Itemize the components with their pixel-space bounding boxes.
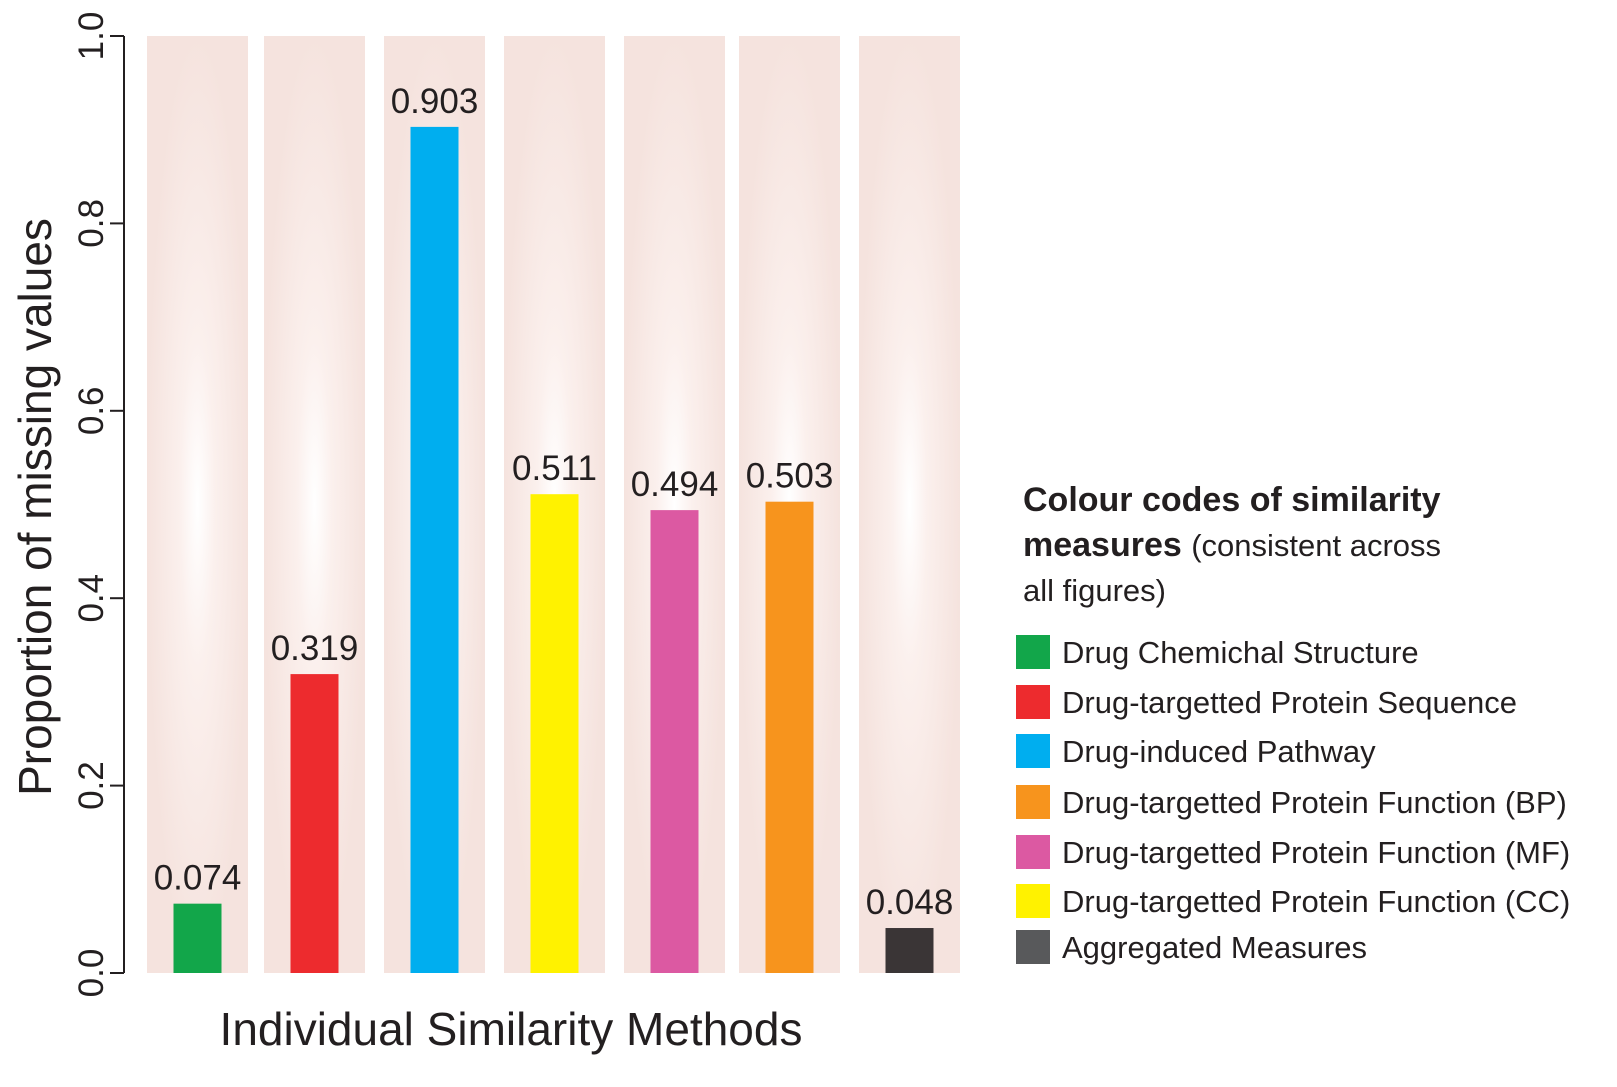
bar — [530, 494, 579, 973]
background-band — [859, 36, 960, 973]
legend-title-note-line2: all figures) — [1023, 573, 1166, 608]
legend-swatch — [1016, 734, 1050, 768]
bar — [885, 928, 934, 973]
legend-label: Drug-targetted Protein Function (CC) — [1062, 884, 1571, 919]
y-tick-label: 0.8 — [72, 199, 111, 248]
data-labels: 0.074 0.319 0.903 0.511 0.494 0.503 0.048 — [154, 82, 954, 922]
legend-label: Drug Chemichal Structure — [1062, 635, 1419, 670]
bar-value-label: 0.319 — [271, 629, 359, 668]
bar — [290, 674, 339, 973]
legend-swatch — [1016, 635, 1050, 669]
legend-swatch — [1016, 930, 1050, 964]
bar — [650, 510, 699, 973]
bar-value-label: 0.494 — [631, 465, 719, 504]
y-tick-label: 1.0 — [72, 12, 111, 61]
legend-swatch — [1016, 835, 1050, 869]
y-tick-label: 0.4 — [72, 574, 111, 623]
bar-value-label: 0.503 — [746, 457, 834, 496]
legend-label: Drug-targetted Protein Function (BP) — [1062, 785, 1567, 820]
y-tick-label: 0.0 — [72, 949, 111, 998]
legend-title-bold-line2: measures — [1023, 526, 1182, 564]
legend-label: Drug-targetted Protein Function (MF) — [1062, 835, 1571, 870]
legend-swatch — [1016, 785, 1050, 819]
bar — [410, 126, 459, 974]
background-band — [147, 36, 248, 973]
legend-label: Aggregated Measures — [1062, 930, 1368, 965]
bar-value-label: 0.511 — [512, 449, 597, 488]
legend: Colour codes of similarity measures (con… — [1016, 478, 1603, 965]
legend-title: Colour codes of similarity measures (con… — [1023, 478, 1603, 613]
legend-title-bold-line1: Colour codes of similarity — [1023, 481, 1441, 519]
bar-value-label: 0.903 — [391, 82, 479, 121]
legend-label: Drug-induced Pathway — [1062, 734, 1376, 769]
x-axis-label: Individual Similarity Methods — [220, 1003, 803, 1055]
legend-title-note-line1: (consistent across — [1191, 528, 1442, 563]
bar-value-label: 0.048 — [866, 883, 954, 922]
y-axis-label: Proportion of missing values — [9, 218, 61, 796]
y-tick-label: 0.2 — [72, 761, 111, 810]
legend-swatch — [1016, 685, 1050, 719]
y-tick-label: 0.6 — [72, 386, 111, 435]
bars — [173, 126, 934, 974]
bar — [173, 903, 222, 973]
legend-label: Drug-targetted Protein Sequence — [1062, 685, 1517, 720]
bar — [765, 501, 814, 973]
bar-value-label: 0.074 — [154, 859, 242, 898]
legend-swatch — [1016, 884, 1050, 918]
y-axis: 0.0 0.2 0.4 0.6 0.8 1.0 — [72, 12, 125, 998]
